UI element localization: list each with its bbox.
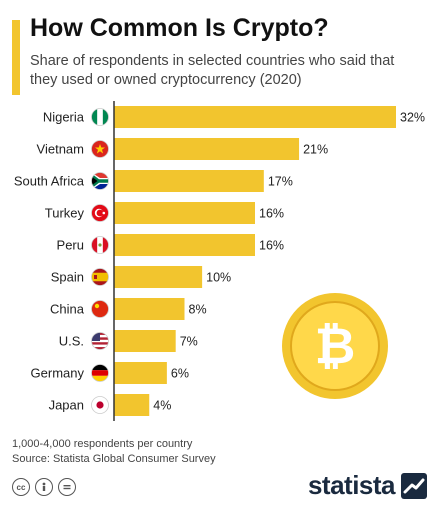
value-label: 8% bbox=[189, 303, 207, 317]
title-accent-bar bbox=[12, 20, 20, 95]
value-label: 10% bbox=[206, 271, 231, 285]
value-label: 16% bbox=[259, 239, 284, 253]
spain-flag-icon bbox=[91, 268, 109, 286]
category-label: China bbox=[50, 302, 85, 317]
germany-flag-icon bbox=[91, 364, 109, 382]
us-flag-icon bbox=[91, 332, 109, 350]
page-title: How Common Is Crypto? bbox=[30, 14, 329, 42]
bitcoin-coin-icon: ₿ bbox=[282, 293, 388, 399]
bar-vietnam bbox=[114, 138, 300, 160]
value-label: 6% bbox=[171, 367, 189, 381]
bar-spain bbox=[114, 266, 203, 288]
bar-peru bbox=[114, 234, 255, 256]
brand: statista bbox=[308, 470, 427, 501]
bar-south-africa bbox=[114, 170, 264, 192]
peru-flag-icon bbox=[91, 236, 109, 254]
cc-icon: cc bbox=[12, 478, 30, 496]
value-label: 7% bbox=[180, 335, 198, 349]
category-label: Nigeria bbox=[43, 110, 85, 125]
category-label: Vietnam bbox=[37, 142, 84, 157]
bar-japan bbox=[114, 394, 150, 416]
south-africa-flag-icon bbox=[91, 172, 109, 190]
value-label: 4% bbox=[153, 399, 171, 413]
bar-chart: ₿ Nigeria 32% Vietnam 21% South Africa 17% Turk… bbox=[14, 101, 425, 421]
bar-u-s- bbox=[114, 330, 176, 352]
value-label: 16% bbox=[259, 207, 284, 221]
brand-name: statista bbox=[307, 470, 396, 500]
attribution-icon bbox=[35, 478, 53, 496]
source-note: Source: Statista Global Consumer Survey bbox=[12, 453, 216, 465]
bar-china bbox=[114, 298, 185, 320]
sample-note: 1,000-4,000 respondents per country bbox=[12, 438, 193, 450]
category-label: Germany bbox=[31, 366, 85, 381]
page-subtitle: Share of respondents in selected countri… bbox=[30, 53, 395, 88]
no-derivatives-icon bbox=[58, 478, 76, 496]
bar-germany bbox=[114, 362, 167, 384]
license-badges: cc bbox=[12, 478, 76, 496]
value-label: 17% bbox=[268, 175, 293, 189]
category-label: South Africa bbox=[14, 174, 85, 189]
bar-turkey bbox=[114, 202, 255, 224]
japan-flag-icon bbox=[91, 396, 109, 414]
china-flag-icon bbox=[91, 300, 109, 318]
value-label: 32% bbox=[400, 111, 425, 125]
category-label: Japan bbox=[49, 398, 84, 413]
value-label: 21% bbox=[303, 143, 328, 157]
statista-logo-icon bbox=[401, 472, 427, 499]
category-label: Spain bbox=[51, 270, 84, 285]
category-label: U.S. bbox=[59, 334, 84, 349]
bar-nigeria bbox=[114, 106, 396, 128]
category-label: Peru bbox=[57, 238, 84, 253]
svg-text:₿: ₿ bbox=[315, 318, 356, 374]
nigeria-flag-icon bbox=[91, 108, 109, 126]
category-label: Turkey bbox=[45, 206, 85, 221]
vietnam-flag-icon bbox=[91, 140, 109, 158]
turkey-flag-icon bbox=[91, 204, 109, 222]
